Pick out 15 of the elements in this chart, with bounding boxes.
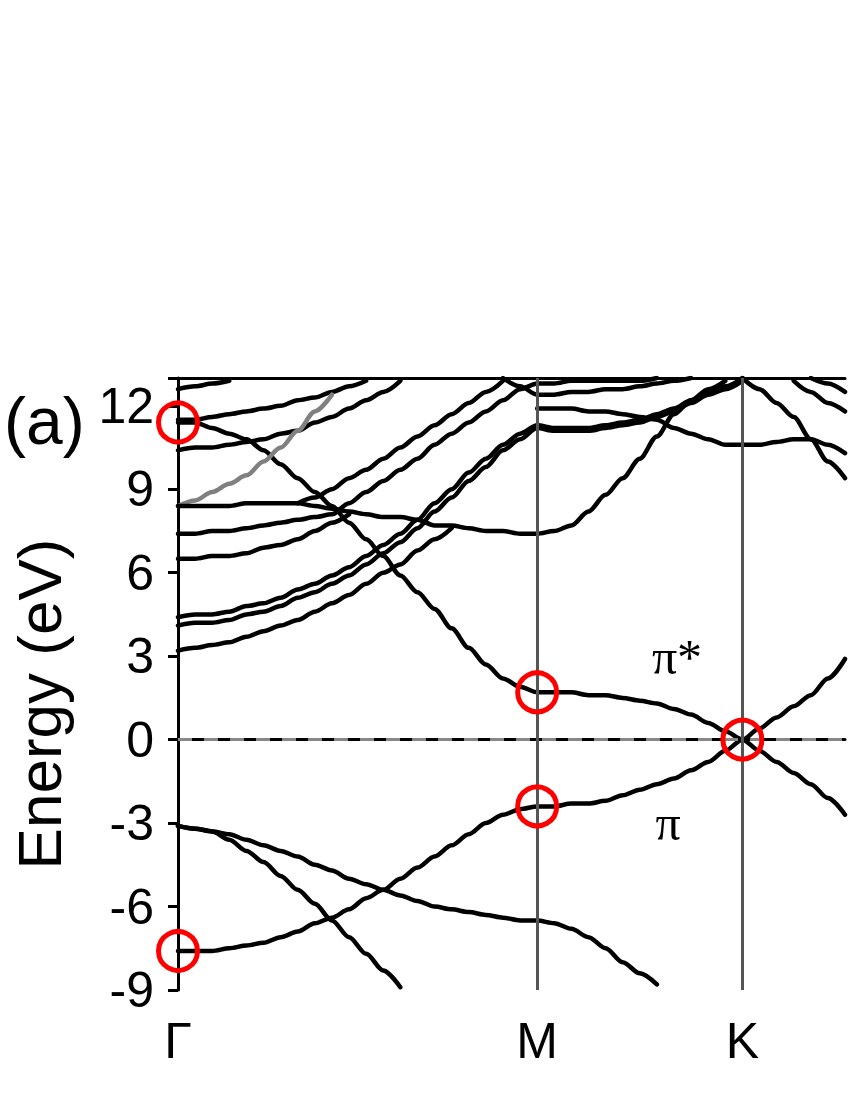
x-tick-label: Γ	[164, 1013, 192, 1069]
y-axis-title: Energy (eV)	[4, 538, 74, 870]
y-tick-label: -9	[109, 962, 154, 1018]
y-tick-label: 3	[126, 628, 154, 685]
y-tick-label: 0	[126, 711, 154, 768]
text: (a)	[4, 384, 85, 458]
y-tick-label: 12	[98, 377, 154, 434]
annotation: π*	[651, 629, 703, 685]
y-tick-label: -3	[109, 795, 154, 852]
annotation: π	[655, 795, 681, 851]
y-tick-label: -6	[109, 878, 154, 935]
y-tick-label: 9	[126, 461, 154, 518]
x-tick-label: K	[725, 1013, 760, 1069]
y-tick-label: 6	[126, 544, 154, 601]
x-tick-label: M	[516, 1013, 558, 1069]
